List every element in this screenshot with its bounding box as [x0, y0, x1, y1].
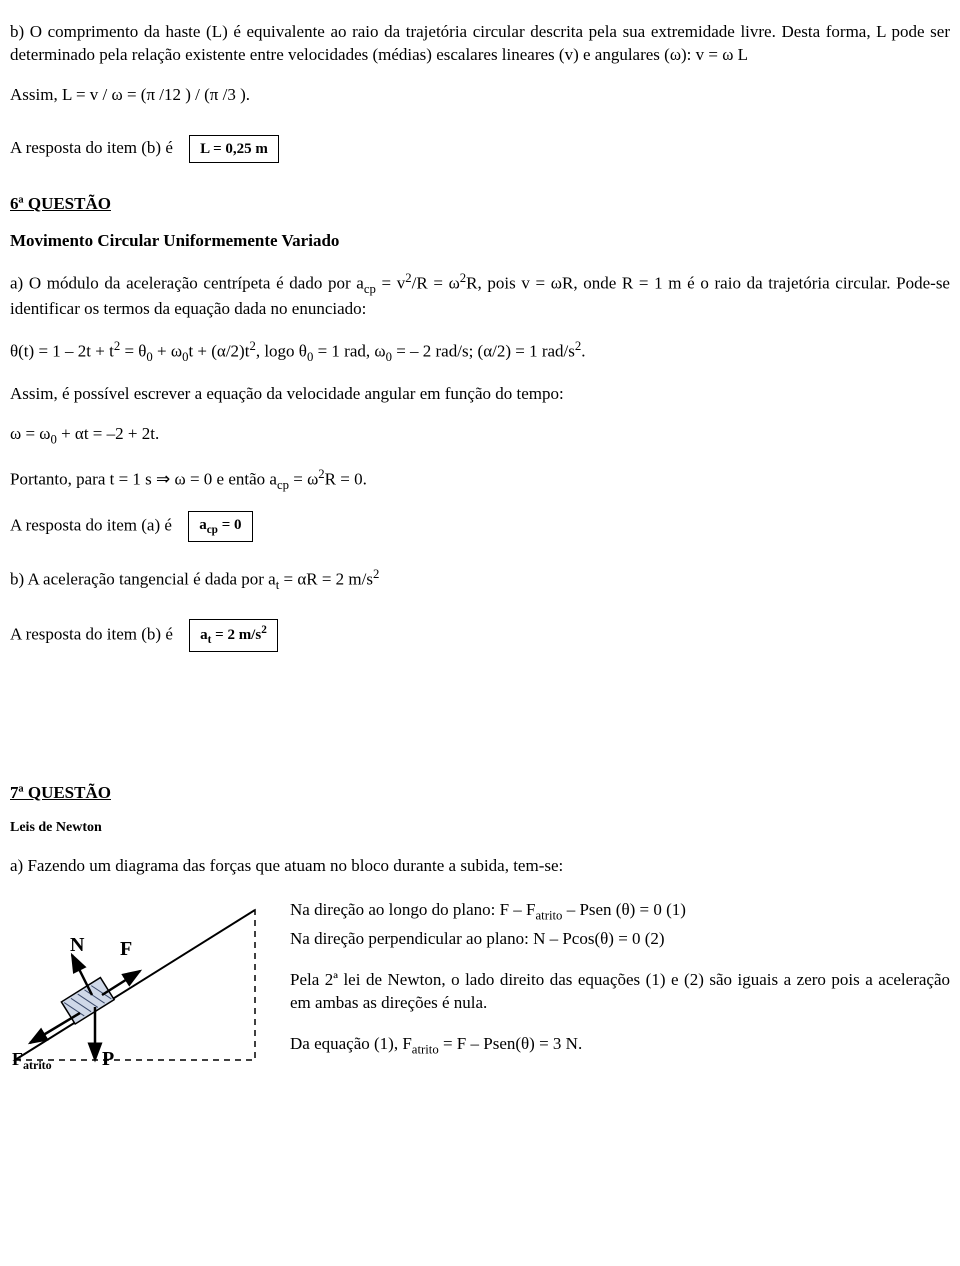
q7-line1: Na direção ao longo do plano: F – Fatrit…: [290, 899, 950, 925]
q6-item-a-intro: a) O módulo da aceleração centrípeta é d…: [10, 270, 950, 321]
text-run: = v: [376, 274, 405, 293]
q7-heading: 7ª QUESTÃO: [10, 782, 950, 805]
text-run: R = 0.: [325, 470, 367, 489]
q7-line2: Na direção perpendicular ao plano: N – P…: [290, 928, 950, 951]
text-run: = ω: [289, 470, 318, 489]
text-run: = 0: [218, 517, 242, 533]
text-run: .: [581, 342, 585, 361]
text-run: + ω: [153, 342, 182, 361]
q6-answer-a-box: acp = 0: [188, 511, 252, 542]
text-run: a: [200, 627, 208, 643]
text-run: Na direção ao longo do plano: F – F: [290, 900, 536, 919]
diagram-label-p: P: [102, 1048, 114, 1070]
text-run: a) O módulo da aceleração centrípeta é d…: [10, 274, 364, 293]
q7-line4: Da equação (1), Fatrito = F – Psen(θ) = …: [290, 1033, 950, 1059]
q6-answer-b-row: A resposta do item (b) é at = 2 m/s2: [10, 619, 950, 652]
text-run: Portanto, para t = 1 s ⇒ ω = 0 e então a: [10, 470, 277, 489]
q6-answer-b-label: A resposta do item (b) é: [10, 624, 173, 643]
q6-subtitle: Movimento Circular Uniformemente Variado: [10, 230, 950, 253]
q5-item-b-text: b) O comprimento da haste (L) é equivale…: [10, 21, 950, 67]
sub-cp: cp: [207, 524, 218, 536]
text-run: /R = ω: [412, 274, 460, 293]
text-run: , logo θ: [256, 342, 307, 361]
sub-cp: cp: [277, 478, 289, 492]
q6-heading: 6ª QUESTÃO: [10, 193, 950, 216]
document-page: b) O comprimento da haste (L) é equivale…: [0, 0, 960, 1266]
sup-2: 2: [261, 624, 267, 636]
q5-answer-b-box: L = 0,25 m: [189, 135, 279, 163]
q6-answer-a-row: A resposta do item (a) é acp = 0: [10, 511, 950, 542]
text-run: ω = ω: [10, 424, 50, 443]
text-run: = θ: [120, 342, 146, 361]
q6-theta-eq: θ(t) = 1 – 2t + t2 = θ0 + ω0t + (α/2)t2,…: [10, 338, 950, 366]
sub-cp: cp: [364, 282, 376, 296]
diagram-label-fatrito: Fatrito: [12, 1049, 52, 1070]
sub-atrito: atrito: [412, 1042, 439, 1056]
q7-line3: Pela 2ª lei de Newton, o lado direito da…: [290, 969, 950, 1015]
q7-content-row: N F Fatrito P Na direção ao longo do pla…: [10, 895, 950, 1070]
text-run: + αt = –2 + 2t.: [57, 424, 159, 443]
sup-2: 2: [373, 567, 379, 581]
text-run: Da equação (1), F: [290, 1034, 412, 1053]
text-run: θ(t) = 1 – 2t + t: [10, 342, 114, 361]
q5-answer-b-row: A resposta do item (b) é L = 0,25 m: [10, 135, 950, 163]
q7-right-column: Na direção ao longo do plano: F – Fatrit…: [290, 895, 950, 1063]
text-run: – Psen (θ) = 0 (1): [562, 900, 686, 919]
q6-answer-a-label: A resposta do item (a) é: [10, 516, 172, 535]
q7-subtitle: Leis de Newton: [10, 819, 950, 838]
text-run: a: [199, 517, 207, 533]
sub-atrito: atrito: [536, 908, 563, 922]
text-run: = αR = 2 m/s: [279, 570, 373, 589]
text-run: t + (α/2)t: [188, 342, 249, 361]
q6-thus-vel: Assim, é possível escrever a equação da …: [10, 383, 950, 406]
incline-diagram-svg: N F Fatrito P: [10, 895, 260, 1070]
text-run: = F – Psen(θ) = 3 N.: [439, 1034, 583, 1053]
text-run: b) A aceleração tangencial é dada por a: [10, 570, 276, 589]
q6-answer-b-box: at = 2 m/s2: [189, 619, 278, 652]
text-run: = 1 rad, ω: [313, 342, 385, 361]
q7-intro: a) Fazendo um diagrama das forças que at…: [10, 855, 950, 878]
q6-therefore: Portanto, para t = 1 s ⇒ ω = 0 e então a…: [10, 466, 950, 494]
q7-diagram: N F Fatrito P: [10, 895, 260, 1070]
q5-answer-b-label: A resposta do item (b) é: [10, 138, 173, 157]
text-run: = 2 m/s: [211, 627, 261, 643]
text-run: = – 2 rad/s; (α/2) = 1 rad/s: [392, 342, 575, 361]
diagram-label-f: F: [120, 938, 132, 960]
q6-item-b-line: b) A aceleração tangencial é dada por at…: [10, 566, 950, 594]
q5-thus: Assim, L = v / ω = (π /12 ) / (π /3 ).: [10, 84, 950, 107]
diagram-label-n: N: [70, 934, 85, 956]
q6-omega-eq: ω = ω0 + αt = –2 + 2t.: [10, 423, 950, 449]
